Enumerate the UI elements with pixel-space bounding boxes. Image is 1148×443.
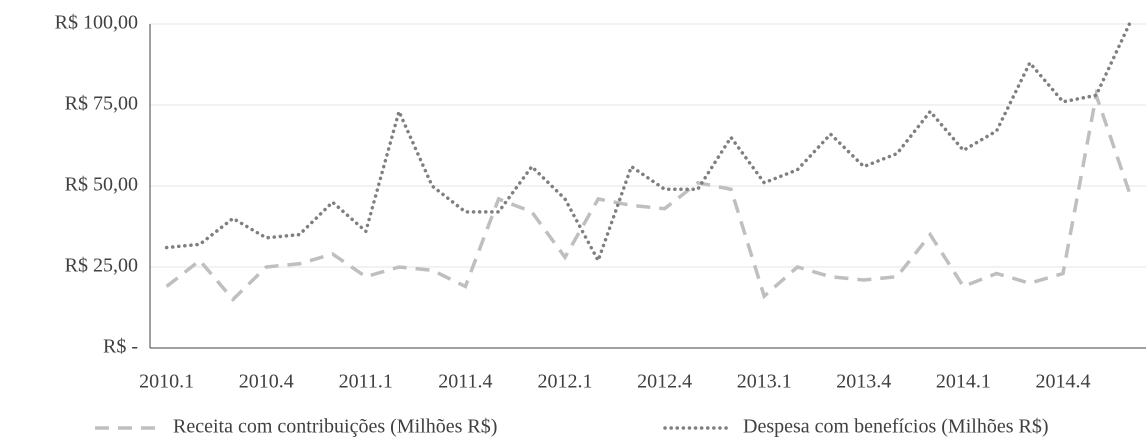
x-tick-label: 2012.1 (538, 371, 593, 393)
x-tick-label: 2014.4 (1036, 371, 1091, 393)
x-tick-label: 2011.1 (339, 371, 393, 393)
x-tick-label: 2010.1 (139, 371, 194, 393)
x-tick-label: 2011.4 (438, 371, 492, 393)
x-tick-label: 2013.1 (737, 371, 792, 393)
legend-label: Receita com contribuições (Milhões R$) (173, 416, 497, 438)
x-tick-label: 2010.4 (239, 371, 294, 393)
y-tick-label: R$ 75,00 (65, 93, 138, 115)
x-tick-label: 2012.4 (637, 371, 692, 393)
legend-label: Despesa com benefícios (Milhões R$) (743, 416, 1048, 438)
y-tick-label: R$ 100,00 (55, 12, 138, 34)
x-tick-label: 2014.1 (936, 371, 991, 393)
series-line (164, 22, 1132, 265)
series-line (165, 88, 1132, 302)
y-tick-label: R$ - (103, 336, 138, 358)
y-tick-label: R$ 25,00 (65, 255, 138, 277)
y-tick-label: R$ 50,00 (65, 174, 138, 196)
x-tick-label: 2013.4 (836, 371, 891, 393)
